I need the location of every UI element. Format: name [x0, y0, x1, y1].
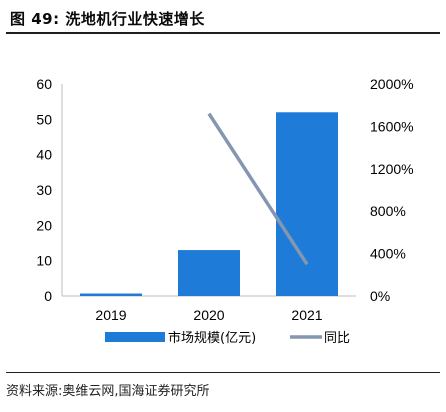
y-right-tick-label: 0% [370, 288, 390, 304]
y-left-tick-label: 30 [36, 182, 52, 198]
legend-swatch-bar [105, 332, 165, 342]
figure-title: 图 49: 洗地机行业快速增长 [10, 10, 205, 28]
x-tick-label: 2019 [95, 307, 126, 323]
bar [178, 250, 240, 296]
y-left-tick-label: 40 [36, 147, 52, 163]
source-divider [6, 372, 440, 373]
y-left-tick-label: 60 [36, 76, 52, 92]
y-left-tick-label: 0 [44, 288, 52, 304]
y-right-tick-label: 800% [370, 203, 406, 219]
x-tick-label: 2021 [291, 307, 322, 323]
y-right-tick-label: 2000% [370, 76, 414, 92]
y-right-tick-label: 400% [370, 246, 406, 262]
line-series [207, 112, 309, 266]
y-right-tick-label: 1200% [370, 161, 414, 177]
y-right-tick-label: 1600% [370, 118, 414, 134]
y-left-tick-label: 10 [36, 253, 52, 269]
y-left-tick-label: 50 [36, 111, 52, 127]
title-divider [6, 32, 440, 34]
bar [80, 293, 142, 296]
source-note: 资料来源:奥维云网,国海证券研究所 [6, 384, 210, 399]
y-left-tick-label: 20 [36, 217, 52, 233]
bar [276, 112, 338, 297]
combo-chart: 0 10 20 30 40 50 60 0% 400% 800% 1200% 1600% 2000% 20… [36, 76, 414, 346]
legend-label-bar: 市场规模(亿元) [168, 330, 256, 346]
legend-label-line: 同比 [324, 331, 350, 346]
x-tick-label: 2020 [193, 307, 224, 323]
